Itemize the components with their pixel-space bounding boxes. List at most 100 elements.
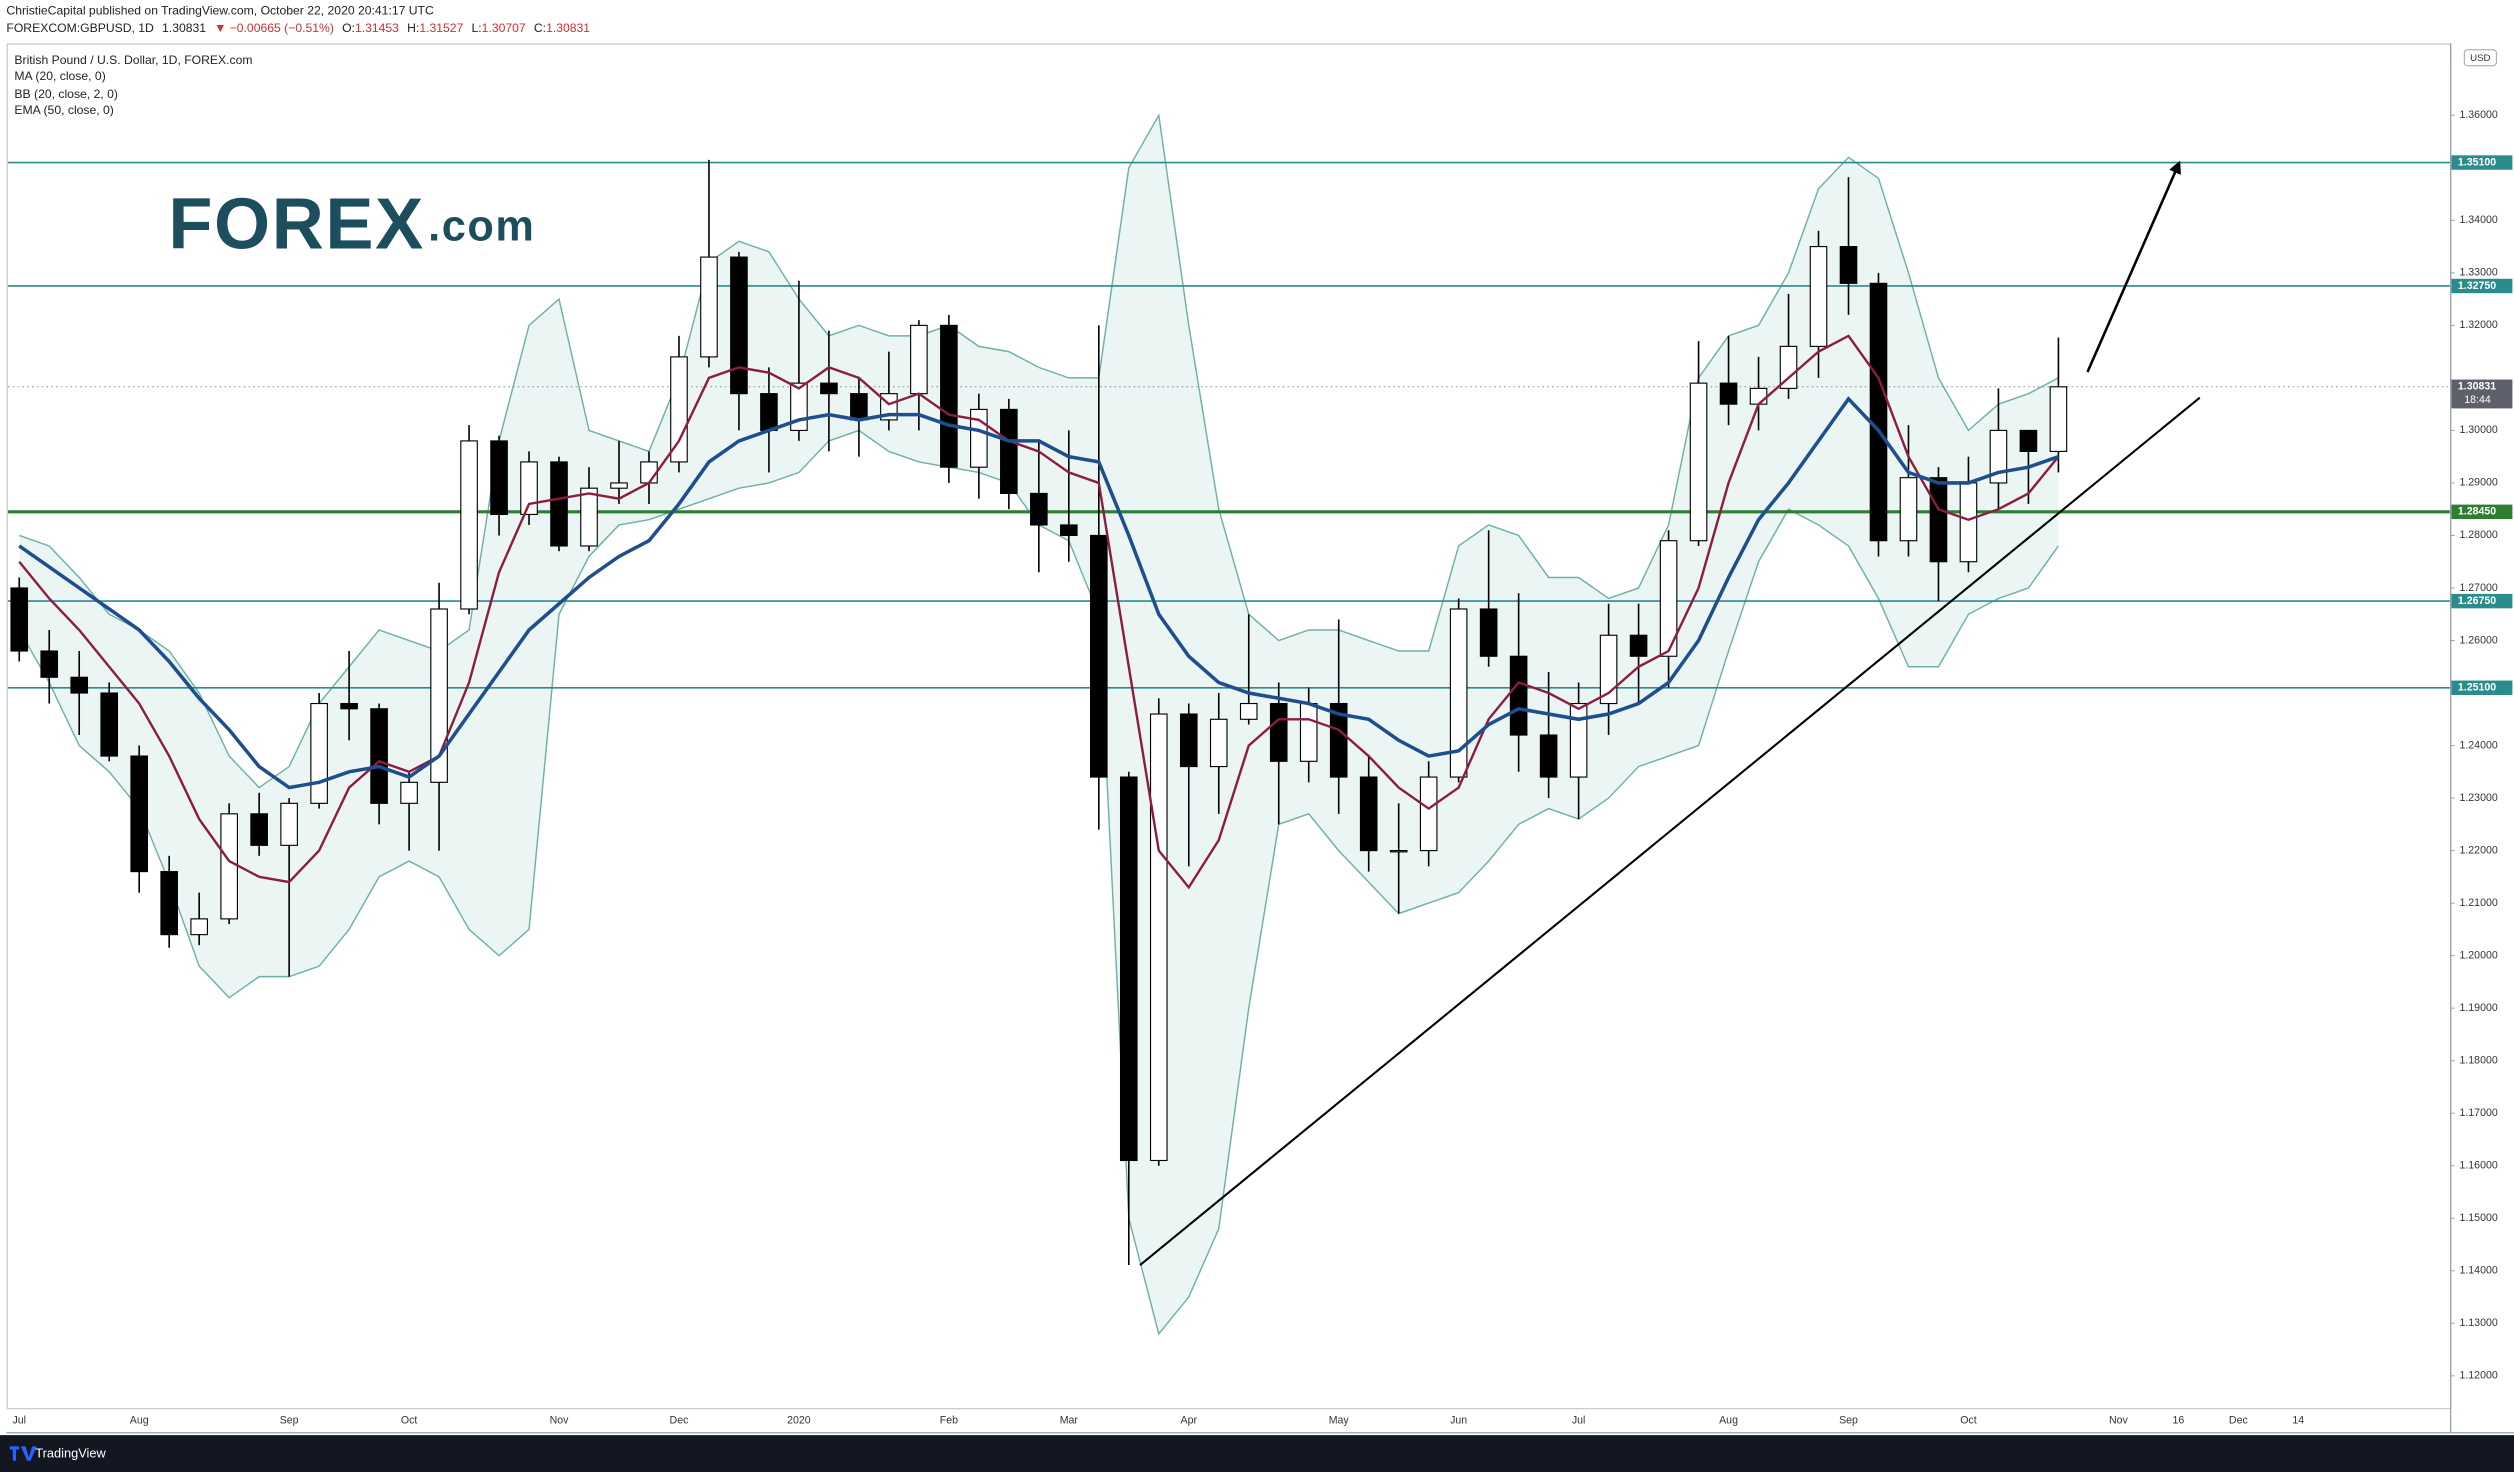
candle-body	[340, 702, 358, 710]
candle-body	[2019, 429, 2038, 452]
level-label-box	[2451, 155, 2513, 170]
x-tick-label: Nov	[550, 1414, 570, 1426]
candle-body	[1359, 776, 1378, 852]
level-label: 1.35100	[2458, 156, 2496, 168]
y-tick-label: 1.21000	[2459, 897, 2497, 909]
candle-body	[10, 587, 29, 652]
x-tick-label: Aug	[1719, 1414, 1738, 1426]
legend-entry: MA (20, close, 0)	[14, 69, 105, 83]
y-tick-label: 1.17000	[2459, 1107, 2497, 1119]
ohlc-value: 1.30831	[546, 21, 590, 35]
y-tick-label: 1.30000	[2459, 424, 2497, 436]
candle-body	[610, 482, 628, 489]
y-tick-label: 1.28000	[2459, 529, 2497, 541]
candle-body	[1149, 713, 1168, 1162]
y-tick-label: 1.33000	[2459, 267, 2497, 279]
level-label: 1.32750	[2458, 280, 2496, 292]
change: ▼ −0.00665 (−0.51%)	[214, 21, 334, 35]
candle-body	[310, 702, 328, 804]
bb-fill	[19, 115, 2059, 1334]
y-tick-label: 1.34000	[2459, 214, 2497, 226]
candle-body	[820, 382, 838, 395]
ohlc-value: 1.31527	[419, 21, 463, 35]
candle-body	[1839, 246, 1858, 284]
candle-body	[1869, 282, 1888, 542]
last-price-box	[2451, 379, 2513, 409]
level-label-box	[2451, 278, 2513, 294]
candle-body	[1599, 634, 1618, 705]
candle-body	[100, 692, 119, 757]
bb-upper	[19, 113, 2059, 789]
x-tick-label: Jul	[1572, 1414, 1586, 1426]
candle-body	[1209, 718, 1228, 768]
candle-body	[70, 676, 89, 694]
x-tick-label: May	[1329, 1414, 1350, 1426]
candle-body	[130, 755, 148, 873]
countdown: 18:44	[2464, 394, 2491, 406]
candle-body	[1479, 608, 1498, 657]
y-tick-label: 1.23000	[2459, 792, 2497, 804]
y-tick-label: 1.19000	[2459, 1002, 2497, 1014]
y-tick-label: 1.22000	[2459, 844, 2497, 856]
candle-body	[1299, 702, 1318, 762]
x-tick-label: 2020	[787, 1414, 811, 1426]
candle-body	[1809, 246, 1828, 347]
ohlc-label: O:	[342, 21, 355, 35]
x-tick-label: Jul	[12, 1414, 26, 1426]
x-tick-label: Sep	[1839, 1414, 1858, 1426]
ohlc-value: 1.31453	[355, 21, 399, 35]
candle-body	[220, 813, 238, 920]
candle-body	[1329, 702, 1348, 778]
indicator-line	[18, 334, 2060, 890]
candle-body	[730, 256, 748, 395]
last-price-label: 1.30831	[2458, 381, 2496, 393]
candle-body	[370, 708, 388, 804]
x-tick-label: 14	[2292, 1414, 2304, 1426]
y-tick-label: 1.36000	[2459, 109, 2497, 121]
candle-body	[1030, 492, 1048, 526]
quote-line: FOREXCOM:GBPUSD, 1D 1.30831 ▼ −0.00665 (…	[6, 21, 590, 35]
candle-body	[1539, 734, 1558, 778]
x-tick-label: Apr	[1181, 1414, 1198, 1426]
candle-body	[1419, 776, 1438, 852]
candle-body	[1089, 534, 1108, 778]
legend-entry: BB (20, close, 2, 0)	[14, 87, 118, 101]
candle-body	[1269, 702, 1288, 762]
ohlc-value: 1.30707	[482, 21, 526, 35]
candle-body	[1929, 477, 1948, 563]
x-tick-label: Aug	[130, 1414, 149, 1426]
trend-line	[1139, 396, 2201, 1266]
legend-entry: EMA (50, close, 0)	[14, 103, 113, 117]
y-tick-label: 1.20000	[2459, 949, 2497, 961]
candle-body	[1689, 382, 1708, 542]
candle-body	[760, 393, 778, 431]
x-tick-label: Sep	[280, 1414, 299, 1426]
x-tick-label: Jun	[1450, 1414, 1467, 1426]
candle-body	[160, 871, 178, 936]
y-tick-label: 1.14000	[2459, 1265, 2497, 1277]
candle-body	[850, 393, 868, 421]
candle-body	[700, 256, 718, 358]
y-tick-label: 1.32000	[2459, 319, 2497, 331]
candle-body	[670, 356, 688, 463]
candle-body	[1899, 477, 1918, 542]
candle-body	[1000, 408, 1018, 495]
candle-body	[40, 650, 59, 678]
candle-body	[1779, 345, 1798, 389]
y-tick-label: 1.15000	[2459, 1212, 2497, 1224]
candle-body	[520, 461, 538, 516]
x-tick-label: Mar	[1060, 1414, 1079, 1426]
y-tick-label: 1.27000	[2459, 582, 2497, 594]
x-tick-label: Nov	[2109, 1414, 2129, 1426]
candle-body	[1179, 713, 1198, 768]
logo-main: FOREX	[168, 184, 425, 264]
logo: FOREX .com	[168, 184, 535, 264]
candle-body	[1989, 429, 2008, 484]
x-tick-label: Dec	[2229, 1414, 2249, 1426]
candle-body	[1239, 702, 1258, 720]
candle-body	[1060, 524, 1078, 537]
candle-body	[1569, 702, 1588, 778]
indicator-line	[18, 396, 2060, 790]
candle-body	[250, 813, 268, 846]
